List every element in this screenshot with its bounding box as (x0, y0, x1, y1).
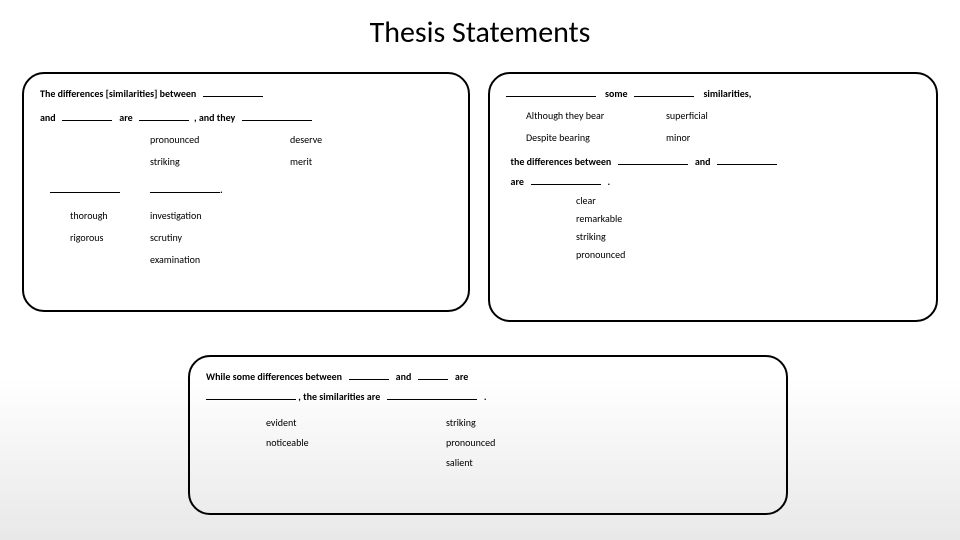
blank (150, 184, 220, 193)
blank (203, 88, 263, 97)
word (206, 455, 406, 471)
word: clear (576, 193, 920, 209)
word (40, 252, 150, 268)
word: superficial (666, 108, 708, 124)
word: examination (150, 252, 270, 268)
panel-left: The differences [similarities] between a… (22, 72, 470, 312)
word: striking (576, 229, 920, 245)
word: salient (406, 455, 473, 471)
word: investigation (150, 208, 270, 224)
word: pronounced (150, 132, 270, 148)
right-some: some (605, 87, 628, 100)
page-title: Thesis Statements (0, 0, 960, 51)
blank (242, 112, 312, 121)
right-are: are (511, 175, 524, 188)
left-andthey: , and they (194, 111, 235, 124)
word: noticeable (206, 435, 406, 451)
punct: . (608, 175, 611, 188)
right-and: and (695, 155, 711, 168)
word: striking (406, 415, 476, 431)
word: Despite bearing (506, 130, 666, 146)
blank (139, 112, 189, 121)
word: rigorous (40, 230, 150, 246)
word: Although they bear (506, 108, 666, 124)
left-line1a: The differences [similarities] between (40, 87, 196, 100)
word: pronounced (406, 435, 495, 451)
right-sim: similarities, (703, 87, 751, 100)
punct: . (484, 390, 487, 403)
word: pronounced (576, 247, 920, 263)
blank (418, 371, 448, 380)
word: scrutiny (150, 230, 270, 246)
word: striking (150, 154, 270, 170)
left-and: and (40, 111, 56, 124)
blank (634, 88, 694, 97)
right-diffbetween: the differences between (511, 155, 612, 168)
word: merit (270, 154, 390, 170)
panel-right: some similarities, Although they bear su… (488, 72, 938, 322)
blank (717, 156, 777, 165)
bottom-are: are (455, 370, 468, 383)
punct: . (220, 183, 223, 196)
word: remarkable (576, 211, 920, 227)
word: deserve (270, 132, 390, 148)
word: evident (206, 415, 406, 431)
blank (349, 371, 389, 380)
blank (531, 176, 601, 185)
blank (62, 112, 112, 121)
bottom-l2a: , the similarities are (298, 390, 380, 403)
left-are: are (119, 111, 132, 124)
blank (387, 391, 477, 400)
word: thorough (40, 208, 150, 224)
word: minor (666, 130, 690, 146)
bottom-and: and (396, 370, 412, 383)
blank (50, 184, 120, 193)
blank (206, 391, 296, 400)
blank (618, 156, 688, 165)
bottom-l1a: While some differences between (206, 370, 342, 383)
blank (506, 88, 596, 97)
panel-bottom: While some differences between and are ,… (188, 355, 788, 515)
